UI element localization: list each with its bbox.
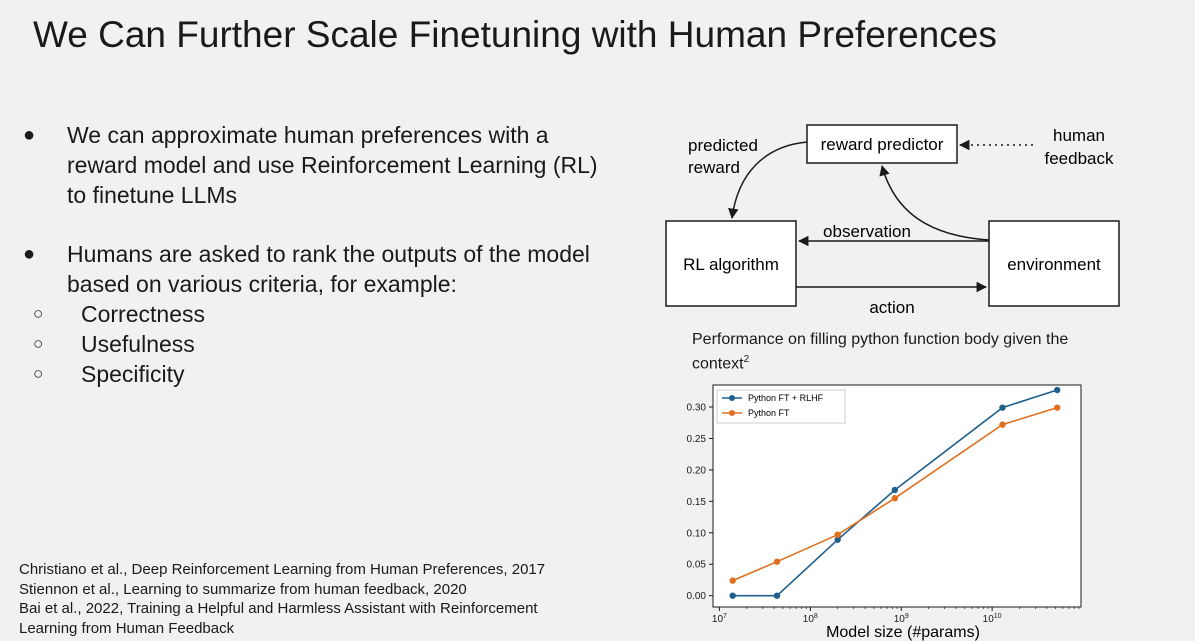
- bullet-item: ● Humans are asked to rank the outputs o…: [18, 239, 618, 299]
- circle-bullet-icon: ○: [33, 304, 44, 323]
- reference-line: Christiano et al., Deep Reinforcement Le…: [19, 561, 546, 578]
- legend-entry: Python FT + RLHF: [748, 393, 824, 403]
- environment-to-reward-arrow: [879, 164, 990, 241]
- data-point: [891, 495, 899, 502]
- bullet-item: ● We can approximate human preferences w…: [18, 120, 618, 210]
- environment-box: [988, 220, 1120, 307]
- x-tick-label: 107: [712, 613, 727, 625]
- observation-label: observation: [823, 222, 911, 241]
- y-tick-label: 0.25: [687, 434, 707, 445]
- data-point: [1054, 404, 1061, 411]
- references: Christiano et al., Deep Reinforcement Le…: [19, 560, 619, 638]
- y-tick-label: 0.05: [687, 560, 707, 571]
- bullet-dot-icon: ●: [23, 243, 36, 265]
- data-point: [999, 404, 1006, 411]
- x-axis: 107 108 109 1010: [712, 607, 1080, 625]
- reward-predictor-label: reward predictor: [821, 135, 944, 154]
- data-point: [773, 558, 781, 565]
- predicted-reward-label: predicted: [688, 136, 758, 155]
- action-label: action: [869, 298, 914, 317]
- footnote-marker: 2: [743, 354, 750, 365]
- reference-line: Bai et al., 2022, Training a Helpful and…: [19, 600, 538, 617]
- data-point: [729, 592, 736, 599]
- series-line: [732, 389, 1058, 597]
- bullet-dot-icon: ●: [23, 124, 36, 146]
- rlhf-diagram: reward predictor RL algorithm environmen…: [665, 124, 1120, 317]
- data-point: [999, 421, 1006, 428]
- y-tick-label: 0.15: [687, 497, 707, 508]
- predicted-reward-label: reward: [688, 158, 740, 177]
- circle-bullet-icon: ○: [33, 334, 44, 353]
- y-tick-label: 0.20: [687, 465, 707, 476]
- criteria-item: ○ Correctness: [33, 301, 205, 327]
- x-tick-label: 1010: [983, 613, 1002, 625]
- data-point: [834, 531, 841, 538]
- series-layer: [729, 386, 1061, 599]
- y-tick-label: 0.30: [687, 403, 707, 414]
- data-point: [891, 486, 899, 494]
- environment-label: environment: [1007, 255, 1101, 274]
- y-tick-label: 0.10: [687, 528, 707, 539]
- rl-algorithm-label: RL algorithm: [683, 255, 779, 274]
- rl-algorithm-box: [665, 220, 797, 307]
- human-feedback-label: human: [1053, 126, 1105, 145]
- bullet-list: ● We can approximate human preferences w…: [18, 120, 618, 389]
- data-point: [773, 592, 781, 599]
- y-tick-label: 0.00: [687, 591, 707, 602]
- bullet-text: Humans are asked to rank the outputs of …: [67, 241, 590, 297]
- data-point: [1054, 386, 1061, 394]
- reward-predictor-box: [806, 124, 958, 164]
- series-line: [732, 406, 1058, 582]
- x-tick-label: 108: [803, 613, 818, 625]
- chart-caption: Performance on filling python function b…: [692, 331, 1069, 373]
- legend-box: [716, 389, 846, 424]
- legend-swatch-marker: [729, 410, 735, 416]
- predicted-reward-arrow: [728, 141, 808, 220]
- data-point: [834, 536, 841, 543]
- reference-line: Learning from Human Feedback: [19, 619, 235, 637]
- legend: Python FT + RLHF Python FT: [716, 389, 846, 424]
- performance-chart: 0.000.050.100.150.200.250.30 107 108 109 10…: [687, 384, 1082, 641]
- circle-bullet-icon: ○: [33, 364, 44, 383]
- x-axis-label: Model size (#params): [826, 624, 980, 641]
- reference-line: Stiennon et al., Learning to summarize f…: [19, 580, 467, 598]
- criteria-item: ○ Specificity: [33, 361, 185, 387]
- slide-title: We Can Further Scale Finetuning with Hum…: [33, 14, 997, 55]
- data-point: [729, 577, 736, 584]
- human-feedback-label: feedback: [1045, 149, 1114, 168]
- legend-entry: Python FT: [748, 408, 790, 418]
- y-axis: 0.00 0.05 0.10 0.15 0.20 0.25 0.30: [687, 403, 713, 602]
- legend-swatch-marker: [729, 395, 735, 401]
- criteria-item: ○ Usefulness: [33, 331, 195, 357]
- criteria-list: ○ Correctness ○ Usefulness ○ Specificity: [18, 299, 618, 389]
- bullet-text: We can approximate human preferences wit…: [67, 122, 598, 208]
- x-tick-label: 109: [894, 613, 909, 625]
